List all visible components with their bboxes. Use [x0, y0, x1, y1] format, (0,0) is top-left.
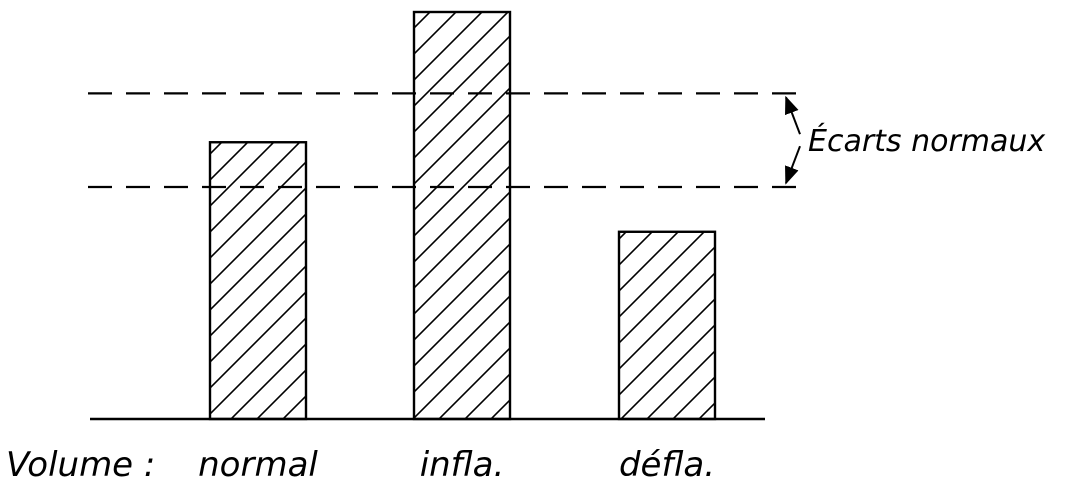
normal-range-label: Écarts normaux [808, 123, 1045, 159]
bar-1 [412, 10, 512, 421]
normal-range-band: Écarts normaux [88, 92, 1045, 189]
category-label-0: normal [198, 445, 318, 485]
normal-range-arrow-down-icon [785, 145, 801, 185]
bar-2 [617, 230, 717, 421]
category-label-2: défla. [619, 445, 715, 485]
bar-0 [208, 141, 308, 421]
bars [208, 10, 717, 421]
x-axis-label: Volume : [6, 445, 155, 485]
normal-range-arrow-up-icon [785, 95, 801, 135]
category-labels: normal infla. défla. [198, 445, 715, 485]
category-label-1: infla. [420, 445, 505, 485]
